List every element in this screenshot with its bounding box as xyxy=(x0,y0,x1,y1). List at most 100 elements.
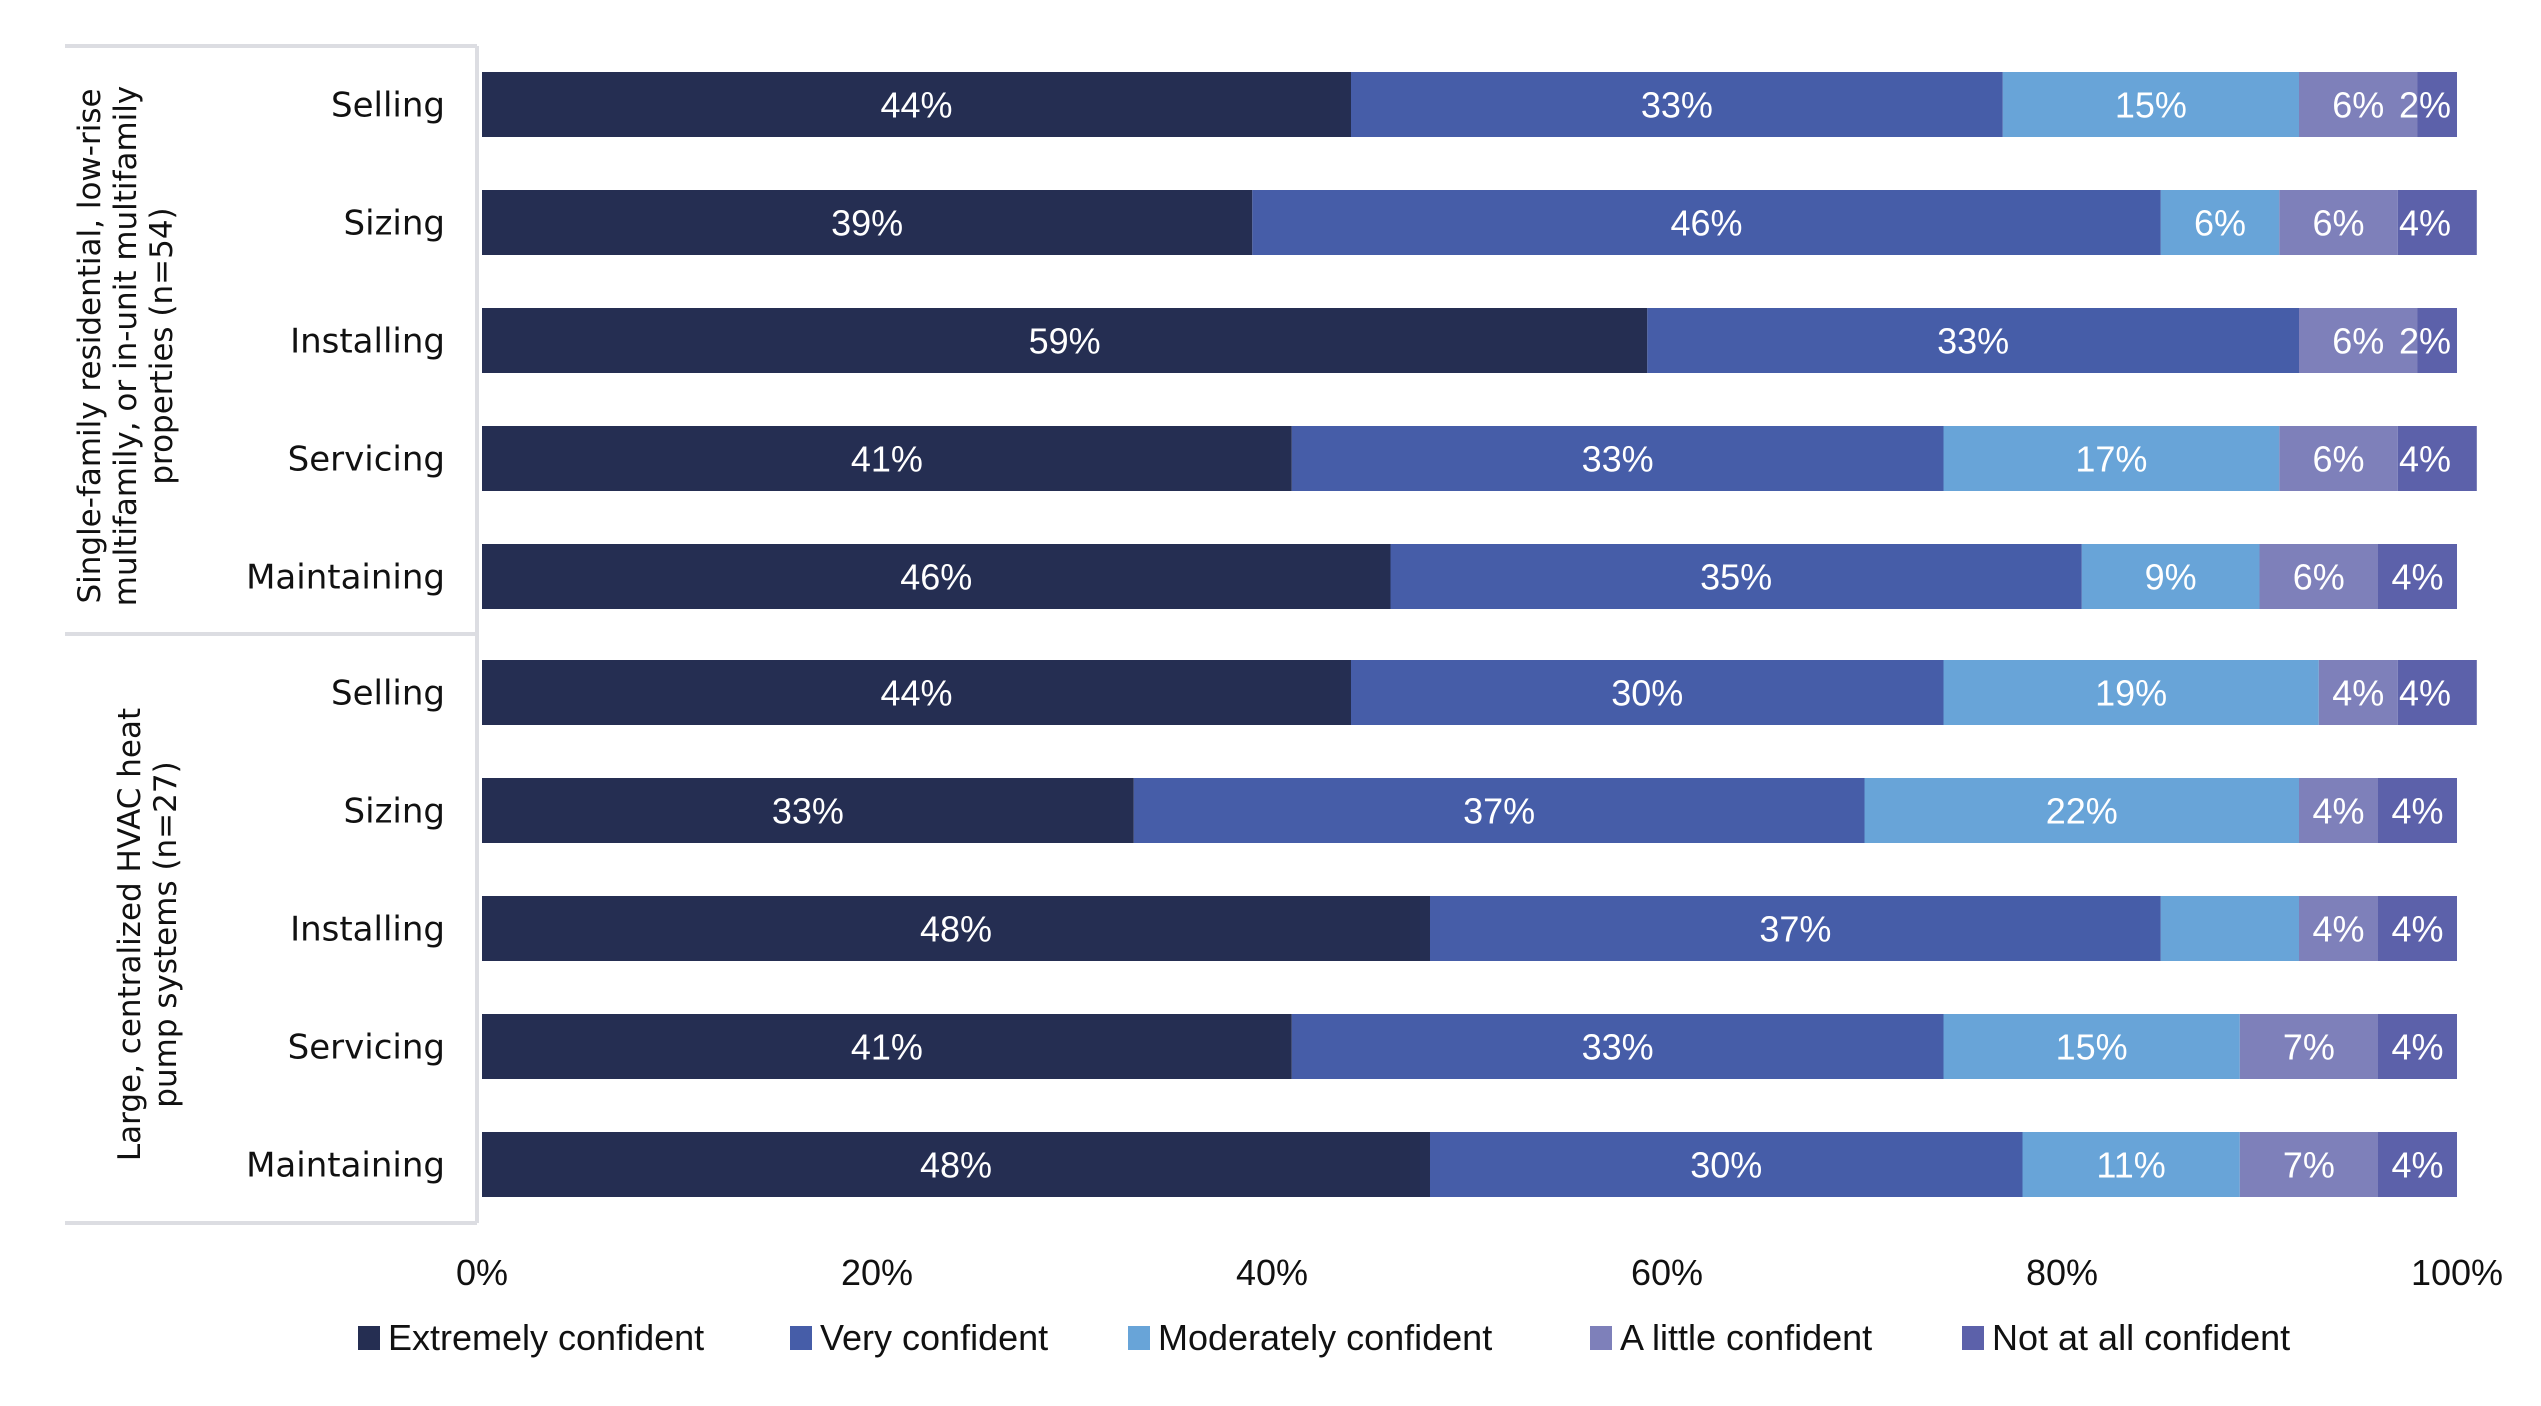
data-label: 35% xyxy=(1700,557,1772,598)
category-label: Selling xyxy=(331,86,445,126)
bar-segment-not-at-all-confident xyxy=(2378,544,2457,609)
bar-segment-a-little-confident xyxy=(2239,1132,2379,1197)
data-label: 4% xyxy=(2391,557,2443,598)
data-label: 33% xyxy=(772,791,844,832)
data-label: 6% xyxy=(2312,203,2364,244)
bar-segment-not-at-all-confident xyxy=(2378,778,2457,843)
data-label: 17% xyxy=(2075,439,2147,480)
data-label: 44% xyxy=(880,85,952,126)
bar-segment-not-at-all-confident xyxy=(2417,72,2457,137)
data-label: 48% xyxy=(920,909,992,950)
legend-swatch xyxy=(790,1326,812,1350)
bar-segment-a-little-confident xyxy=(2279,190,2398,255)
category-label: Installing xyxy=(290,322,445,362)
bar-segment-moderately-confident xyxy=(2160,896,2300,961)
category-labels: Selling Sizing Installing Servicing Maintain… xyxy=(246,86,445,1186)
category-label: Maintaining xyxy=(246,558,445,598)
bar-segment-moderately-confident xyxy=(2081,544,2260,609)
bar-segment-moderately-confident xyxy=(1943,660,2319,725)
bar-segment-very-confident xyxy=(1133,778,1865,843)
bar-segment-extremely-confident xyxy=(482,1132,1430,1197)
bar-segment-not-at-all-confident xyxy=(2397,660,2477,725)
data-label: 4% xyxy=(2312,791,2364,832)
bar-segment-very-confident xyxy=(1390,544,2082,609)
bar-segment-very-confident xyxy=(1351,72,2003,137)
legend-item: Not at all confident xyxy=(1962,1317,2290,1358)
group-label-line: properties (n=54) xyxy=(144,207,180,484)
bar-segment-a-little-confident xyxy=(2299,72,2418,137)
bar-segment-moderately-confident xyxy=(2160,190,2280,255)
bar-segment-moderately-confident xyxy=(1943,426,2280,491)
data-label: 39% xyxy=(831,203,903,244)
bar-segment-extremely-confident xyxy=(482,426,1292,491)
bar-segment-not-at-all-confident xyxy=(2417,308,2457,373)
bar-segment-very-confident xyxy=(1291,1014,1944,1079)
category-label: Servicing xyxy=(288,440,445,480)
bar-segment-extremely-confident xyxy=(482,1014,1292,1079)
legend: Extremely confident Very confident Moderat… xyxy=(358,1317,2290,1358)
data-label: 6% xyxy=(2293,557,2345,598)
bar-segment-very-confident xyxy=(1291,426,1944,491)
x-tick-label: 100% xyxy=(2411,1252,2503,1293)
category-label: Selling xyxy=(331,674,445,714)
data-label: 11% xyxy=(2096,1145,2165,1186)
data-label: 33% xyxy=(1937,321,2009,362)
bar-segment-extremely-confident xyxy=(482,190,1253,255)
category-label: Maintaining xyxy=(246,1146,445,1186)
bar-segment-not-at-all-confident xyxy=(2378,896,2457,961)
legend-label: Extremely confident xyxy=(388,1317,704,1358)
x-tick-label: 40% xyxy=(1236,1252,1308,1293)
bar-segment-a-little-confident xyxy=(2259,544,2378,609)
data-label: 4% xyxy=(2391,909,2443,950)
bar-segment-moderately-confident xyxy=(2022,1132,2240,1197)
data-label: 41% xyxy=(851,1027,923,1068)
data-label: 30% xyxy=(1690,1145,1762,1186)
legend-swatch xyxy=(358,1326,380,1350)
data-label: 33% xyxy=(1582,1027,1654,1068)
category-label: Servicing xyxy=(288,1028,445,1068)
data-label: 37% xyxy=(1463,791,1535,832)
legend-item: Extremely confident xyxy=(358,1317,704,1358)
category-label: Sizing xyxy=(344,204,445,244)
data-label: 46% xyxy=(1670,203,1742,244)
bar-segment-very-confident xyxy=(1351,660,1944,725)
bar-segment-a-little-confident xyxy=(2279,426,2398,491)
x-tick-label: 80% xyxy=(2026,1252,2098,1293)
bar-segment-a-little-confident xyxy=(2318,660,2398,725)
legend-item: Moderately confident xyxy=(1128,1317,1492,1358)
data-label: 4% xyxy=(2312,909,2364,950)
legend-swatch xyxy=(1962,1326,1984,1350)
bar-segment-moderately-confident xyxy=(2002,72,2300,137)
data-label: 30% xyxy=(1611,673,1683,714)
bar-segment-extremely-confident xyxy=(482,896,1430,961)
data-label: 2% xyxy=(2399,85,2451,126)
bar-segment-not-at-all-confident xyxy=(2397,426,2477,491)
bar-segment-not-at-all-confident xyxy=(2397,190,2477,255)
group-label-line: Single-family residential, low-rise xyxy=(72,88,108,603)
data-label: 9% xyxy=(2145,557,2197,598)
bar-segment-very-confident xyxy=(1430,1132,2023,1197)
data-label: 48% xyxy=(920,1145,992,1186)
group-labels: Single-family residential, low-risemulti… xyxy=(72,86,184,1161)
bar-segment-extremely-confident xyxy=(482,778,1134,843)
category-label: Sizing xyxy=(344,792,445,832)
bar-segment-extremely-confident xyxy=(482,544,1391,609)
bar-segment-a-little-confident xyxy=(2299,778,2378,843)
group-label: Single-family residential, low-risemulti… xyxy=(72,86,180,606)
bar-segment-a-little-confident xyxy=(2299,896,2378,961)
x-axis: 0% 20% 40% 60% 80% 100% xyxy=(456,1252,2503,1293)
legend-label: Moderately confident xyxy=(1158,1317,1492,1358)
legend-label: A little confident xyxy=(1620,1317,1872,1358)
data-label: 4% xyxy=(2391,1145,2443,1186)
category-label: Installing xyxy=(290,910,445,950)
x-tick-label: 0% xyxy=(456,1252,508,1293)
legend-swatch xyxy=(1590,1326,1612,1350)
bar-segment-a-little-confident xyxy=(2299,308,2418,373)
group-label: Large, centralized HVAC heatpump systems… xyxy=(112,708,184,1161)
legend-swatch xyxy=(1128,1326,1150,1350)
bar-segment-moderately-confident xyxy=(1864,778,2299,843)
x-tick-label: 60% xyxy=(1631,1252,1703,1293)
data-label: 4% xyxy=(2391,791,2443,832)
bar-segment-moderately-confident xyxy=(1943,1014,2240,1079)
